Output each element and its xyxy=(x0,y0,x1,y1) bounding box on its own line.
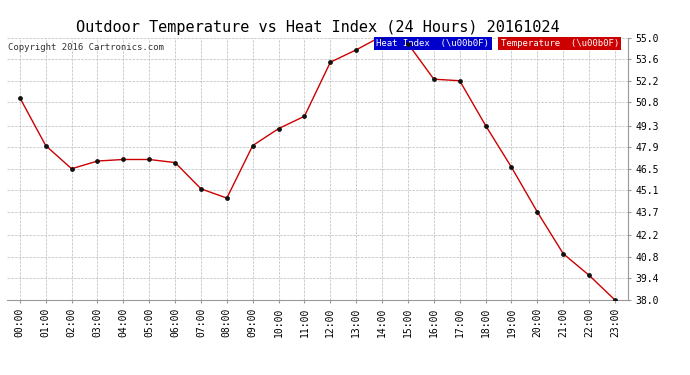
Title: Outdoor Temperature vs Heat Index (24 Hours) 20161024: Outdoor Temperature vs Heat Index (24 Ho… xyxy=(76,20,559,35)
Point xyxy=(144,156,155,162)
Point xyxy=(377,33,388,39)
Point xyxy=(247,142,258,148)
Point xyxy=(428,76,440,82)
Point xyxy=(14,95,26,101)
Point xyxy=(609,297,620,303)
Point xyxy=(40,142,51,148)
Point xyxy=(273,126,284,132)
Point xyxy=(195,186,206,192)
Point xyxy=(584,272,595,278)
Point xyxy=(221,195,233,201)
Point xyxy=(402,40,413,46)
Point xyxy=(170,160,181,166)
Point xyxy=(66,166,77,172)
Point xyxy=(480,123,491,129)
Text: Heat Index  (\u00b0F): Heat Index (\u00b0F) xyxy=(377,39,489,48)
Point xyxy=(532,209,543,215)
Point xyxy=(92,158,103,164)
Point xyxy=(558,251,569,257)
Point xyxy=(454,78,465,84)
Text: Temperature  (\u00b0F): Temperature (\u00b0F) xyxy=(501,39,619,48)
Point xyxy=(325,59,336,65)
Point xyxy=(506,164,517,170)
Text: Copyright 2016 Cartronics.com: Copyright 2016 Cartronics.com xyxy=(8,43,164,52)
Point xyxy=(351,47,362,53)
Point xyxy=(299,113,310,119)
Point xyxy=(118,156,129,162)
